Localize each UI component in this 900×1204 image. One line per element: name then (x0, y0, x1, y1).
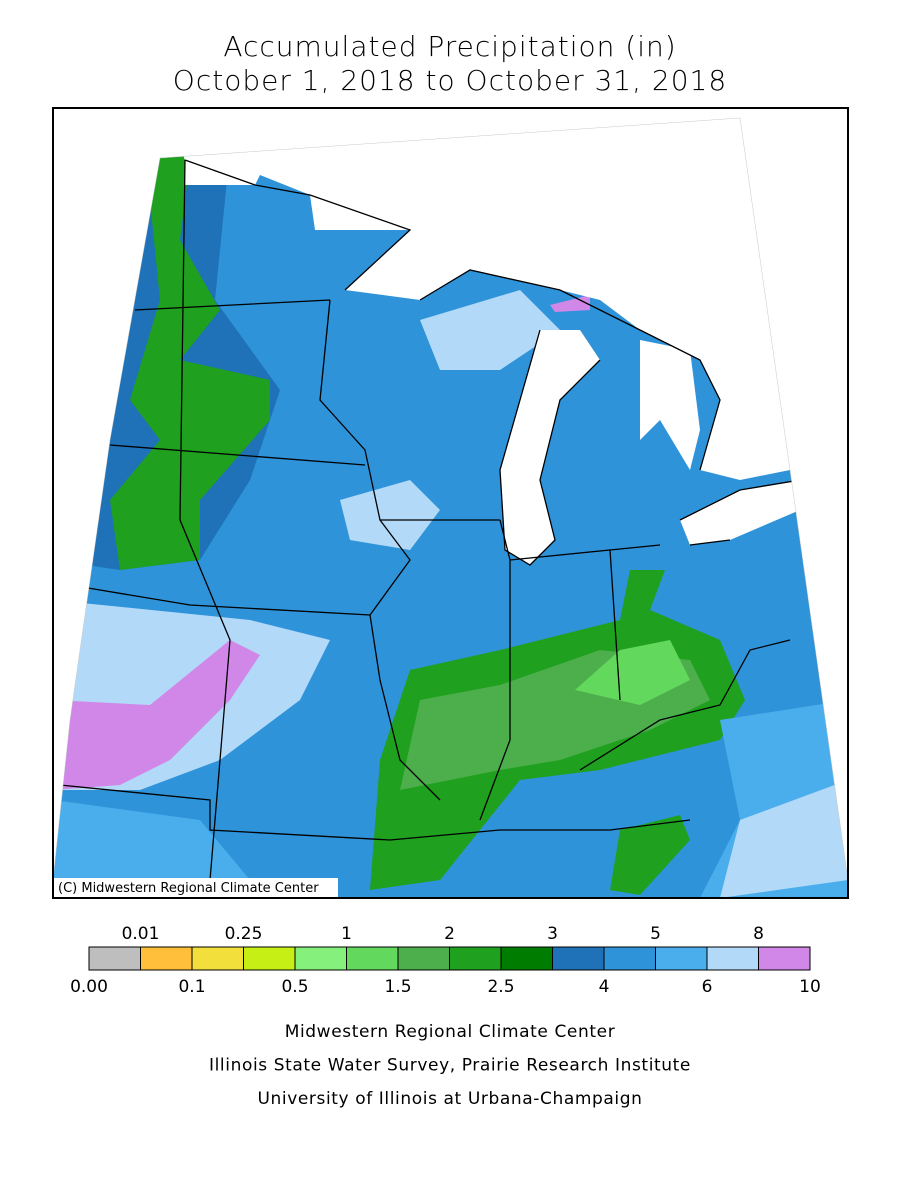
lake-canada (160, 118, 795, 480)
legend-swatch (191, 946, 244, 971)
legend-swatch (500, 946, 553, 971)
legend-label: 4 (599, 977, 610, 997)
legend-label: 0.01 (122, 924, 160, 944)
precip-area (420, 290, 560, 370)
legend-label: 10 (799, 977, 821, 997)
precip-area (53, 800, 250, 898)
legend-label: 2.5 (487, 977, 514, 997)
lake-huron (640, 340, 700, 470)
legend-swatch (294, 946, 347, 971)
lake-erie (680, 480, 800, 545)
precip-area (53, 640, 260, 790)
credit: (C) Midwestern Regional Climate Center (58, 881, 319, 896)
legend-swatch (706, 946, 759, 971)
legend-swatch (449, 946, 502, 971)
legend-label: 6 (702, 977, 713, 997)
legend-label: 1.5 (384, 977, 411, 997)
legend-swatch (346, 946, 399, 971)
footer-line: Midwestern Regional Climate Center (285, 1022, 616, 1042)
footer-line: University of Illinois at Urbana-Champai… (257, 1089, 642, 1109)
footer: Midwestern Regional Climate Center Illino… (209, 1022, 691, 1109)
legend-label: 2 (444, 924, 455, 944)
precip-area (575, 640, 690, 705)
legend-swatch (140, 946, 193, 971)
subtitle: October 1, 2018 to October 31, 2018 (173, 64, 727, 97)
precip-area (53, 118, 270, 570)
legend: 0.00 0.01 0.1 0.25 0.5 1 1.5 2 2.5 3 4 5 6 8 10 (70, 924, 821, 997)
legend-swatch (655, 946, 708, 971)
legend-swatch (243, 946, 296, 971)
title: Accumulated Precipitation (in) (223, 30, 676, 63)
legend-label: 0.00 (70, 977, 108, 997)
legend-swatch (88, 946, 141, 971)
precip-area (340, 480, 440, 550)
credit-box (54, 878, 338, 897)
coastline (184, 159, 801, 566)
legend-swatch (758, 946, 811, 971)
state-boundary (59, 159, 791, 881)
legend-label: 0.5 (281, 977, 308, 997)
lake-michigan (500, 330, 600, 565)
legend-label: 0.1 (178, 977, 205, 997)
legend-label: 0.25 (225, 924, 263, 944)
precip-area (550, 295, 590, 312)
legend-label: 3 (547, 924, 558, 944)
map: (C) Midwestern Regional Climate Center (52, 107, 849, 899)
footer-line: Illinois State Water Survey, Prairie Res… (209, 1056, 691, 1076)
legend-label: 5 (650, 924, 661, 944)
legend-swatch (552, 946, 605, 971)
legend-label: 8 (753, 924, 764, 944)
legend-swatch (397, 946, 450, 971)
legend-label: 1 (341, 924, 352, 944)
legend-swatch (603, 946, 656, 971)
map-frame (52, 107, 849, 899)
precip-area (610, 815, 690, 895)
precip-area (720, 780, 848, 898)
